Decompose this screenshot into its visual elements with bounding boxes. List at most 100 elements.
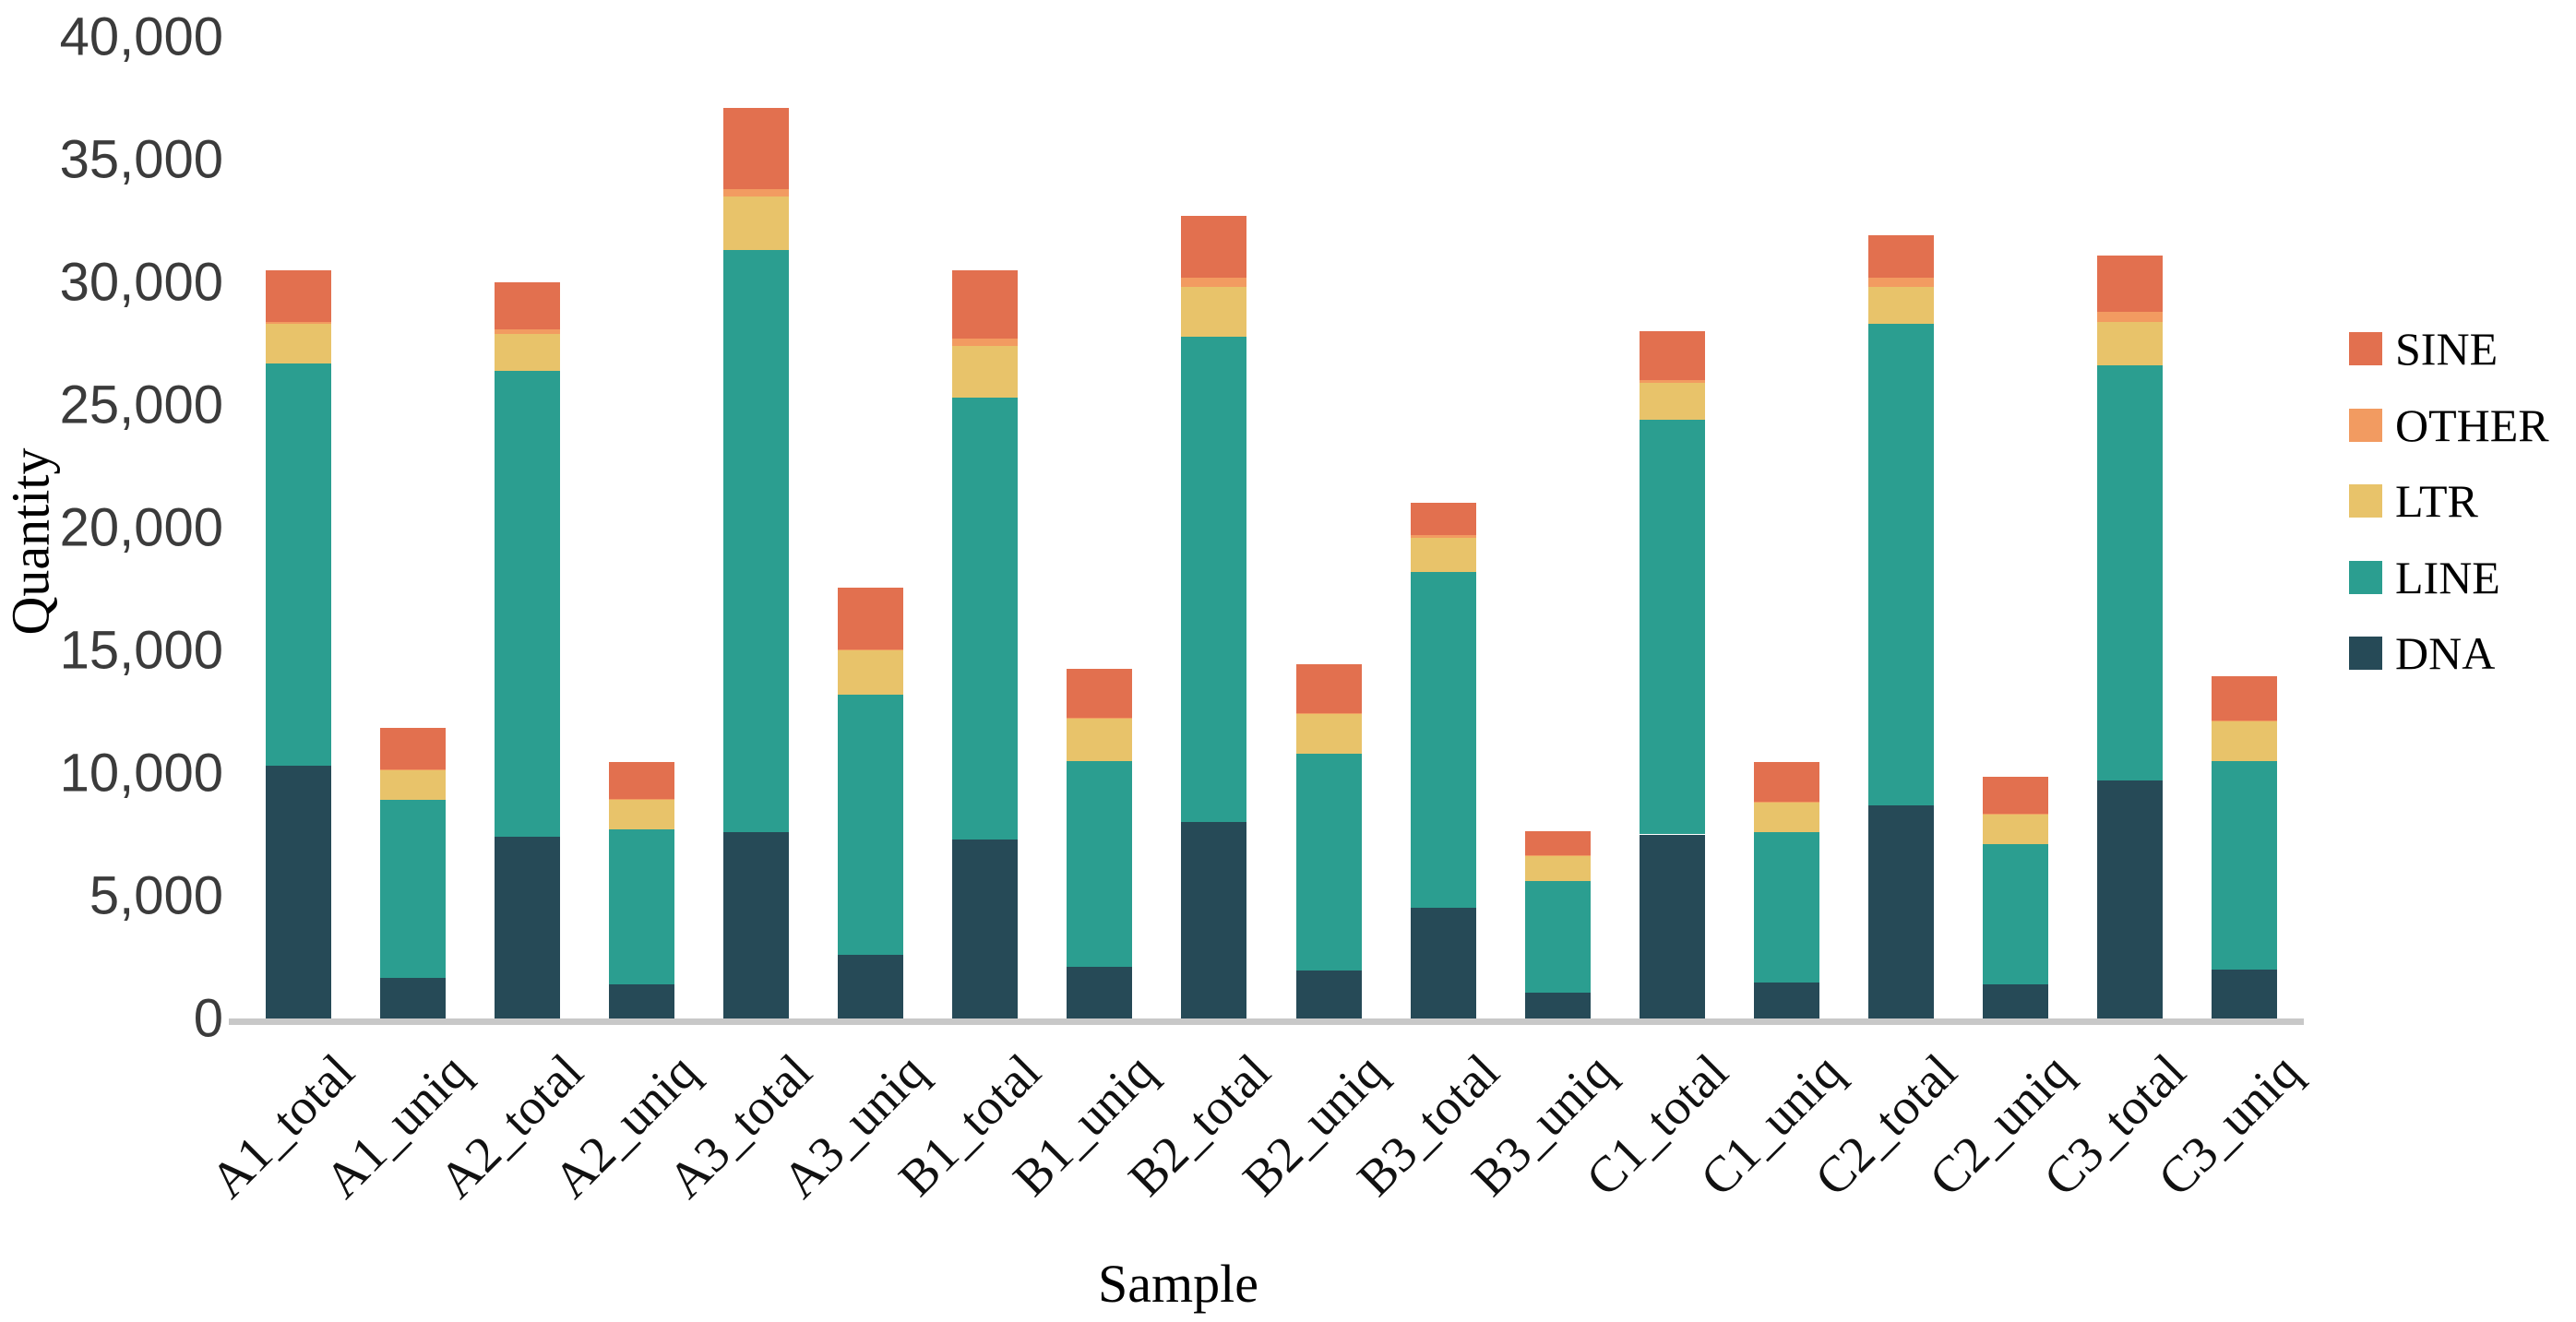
- bar-segment-other-B1_total: [952, 339, 1019, 347]
- bar-segment-other-A1_uniq: [380, 769, 447, 771]
- bar-segment-line-B3_uniq: [1524, 881, 1591, 994]
- y-tick-label: 15,000: [59, 620, 223, 681]
- bar-segment-dna-C2_uniq: [1982, 983, 2048, 1018]
- bar-segment-dna-A2_total: [495, 837, 561, 1018]
- legend-label-line: LINE: [2395, 551, 2500, 603]
- legend-item-ltr: LTR: [2349, 478, 2478, 524]
- bar-segment-other-A2_total: [495, 328, 561, 334]
- bar-segment-line-C2_uniq: [1982, 844, 2048, 984]
- bar-segment-dna-C2_total: [1867, 804, 1934, 1018]
- bar-segment-sine-C3_total: [2096, 255, 2163, 312]
- legend-item-dna: DNA: [2349, 630, 2495, 676]
- legend-label-sine: SINE: [2395, 323, 2498, 375]
- bar-segment-ltr-C1_uniq: [1753, 802, 1819, 832]
- bar-segment-ltr-A2_total: [495, 333, 561, 371]
- bar-segment-dna-A1_uniq: [380, 978, 447, 1018]
- legend-item-other: OTHER: [2349, 402, 2549, 448]
- bar-segment-line-C3_total: [2096, 365, 2163, 780]
- bar-segment-sine-A3_uniq: [838, 588, 904, 649]
- bar-segment-sine-B1_uniq: [1067, 668, 1133, 719]
- bar-segment-line-B3_total: [1410, 571, 1476, 909]
- bar-segment-other-A2_uniq: [609, 798, 675, 801]
- bar-segment-ltr-A3_total: [723, 196, 790, 251]
- bar-segment-sine-C2_total: [1867, 235, 1934, 278]
- legend-swatch-line: [2349, 560, 2382, 594]
- bar-segment-line-A2_total: [495, 370, 561, 838]
- bar-segment-sine-B2_uniq: [1295, 663, 1362, 713]
- bar-segment-other-B3_total: [1410, 534, 1476, 538]
- bar-segment-ltr-B3_total: [1410, 537, 1476, 572]
- bar-segment-ltr-C3_total: [2096, 321, 2163, 366]
- bar-segment-sine-A1_uniq: [380, 727, 447, 769]
- bar-segment-sine-C1_total: [1639, 331, 1705, 381]
- bar-segment-ltr-C2_total: [1867, 287, 1934, 325]
- bar-segment-other-B3_uniq: [1524, 855, 1591, 857]
- bar-segment-ltr-C2_uniq: [1982, 815, 2048, 845]
- legend-label-other: OTHER: [2395, 399, 2549, 451]
- x-axis-title: Sample: [1098, 1254, 1258, 1314]
- bar-segment-other-C2_total: [1867, 277, 1934, 288]
- bar-segment-dna-C3_uniq: [2212, 969, 2278, 1018]
- bar-segment-dna-B1_total: [952, 839, 1019, 1018]
- bar-segment-dna-C3_total: [2096, 780, 2163, 1018]
- bar-segment-line-A3_total: [723, 250, 790, 832]
- bar-segment-dna-B1_uniq: [1067, 967, 1133, 1018]
- y-tick-label: 5,000: [89, 865, 223, 926]
- bar-segment-dna-A3_total: [723, 831, 790, 1018]
- legend-label-ltr: LTR: [2395, 475, 2478, 527]
- bar-segment-other-C1_total: [1639, 380, 1705, 384]
- legend-swatch-dna: [2349, 637, 2382, 670]
- bar-segment-dna-C1_total: [1639, 834, 1705, 1018]
- y-tick-label: 0: [193, 988, 223, 1049]
- legend-swatch-sine: [2349, 332, 2382, 365]
- bar-segment-sine-A1_total: [266, 269, 331, 322]
- bar-segment-dna-B2_uniq: [1295, 971, 1362, 1018]
- bar-segment-line-C3_uniq: [2212, 760, 2278, 970]
- legend-swatch-other: [2349, 408, 2382, 442]
- bar-segment-other-C3_total: [2096, 311, 2163, 322]
- bar-segment-line-C2_total: [1867, 324, 1934, 805]
- y-tick-label: 20,000: [59, 497, 223, 558]
- bar-segment-line-C1_uniq: [1753, 831, 1819, 983]
- bar-segment-ltr-C1_total: [1639, 383, 1705, 420]
- bar-segment-dna-A1_total: [266, 766, 331, 1018]
- bar-segment-line-A3_uniq: [838, 694, 904, 955]
- bar-segment-ltr-B2_total: [1181, 287, 1247, 337]
- y-tick-label: 35,000: [59, 129, 223, 190]
- bar-segment-dna-B3_uniq: [1524, 993, 1591, 1018]
- bar-segment-ltr-B1_total: [952, 346, 1019, 399]
- legend-label-dna: DNA: [2395, 627, 2496, 679]
- bar-segment-sine-B1_total: [952, 269, 1019, 339]
- bar-segment-sine-A3_total: [723, 108, 790, 189]
- bar-segment-sine-C1_uniq: [1753, 762, 1819, 802]
- bar-segment-sine-A2_total: [495, 282, 561, 329]
- bar-segment-ltr-B2_uniq: [1295, 714, 1362, 754]
- legend-item-line: LINE: [2349, 554, 2500, 601]
- bar-segment-ltr-A1_uniq: [380, 770, 447, 801]
- bar-segment-dna-A2_uniq: [609, 983, 675, 1018]
- bar-segment-other-A1_total: [266, 321, 331, 325]
- bar-segment-sine-C2_uniq: [1982, 776, 2048, 814]
- bar-segment-sine-C3_uniq: [2212, 675, 2278, 721]
- bar-segment-other-A3_total: [723, 188, 790, 197]
- bar-segment-line-A1_uniq: [380, 800, 447, 979]
- bar-segment-other-B2_total: [1181, 277, 1247, 288]
- bar-segment-ltr-C3_uniq: [2212, 721, 2278, 761]
- bar-segment-line-A2_uniq: [609, 829, 675, 984]
- bar-segment-other-A3_uniq: [838, 649, 904, 650]
- legend-swatch-ltr: [2349, 484, 2382, 518]
- x-axis-line: [229, 1018, 2304, 1025]
- bar-segment-ltr-A1_total: [266, 324, 331, 363]
- legend-item-sine: SINE: [2349, 326, 2498, 372]
- bar-segment-other-B2_uniq: [1295, 712, 1362, 715]
- bar-segment-other-C2_uniq: [1982, 813, 2048, 816]
- bar-segment-dna-B3_total: [1410, 908, 1476, 1018]
- y-tick-label: 25,000: [59, 375, 223, 435]
- bar-segment-line-A1_total: [266, 363, 331, 766]
- bar-segment-sine-A2_uniq: [609, 762, 675, 799]
- bar-segment-other-B1_uniq: [1067, 718, 1133, 720]
- y-tick-label: 10,000: [59, 743, 223, 804]
- y-tick-label: 40,000: [59, 6, 223, 67]
- bar-segment-other-C1_uniq: [1753, 801, 1819, 803]
